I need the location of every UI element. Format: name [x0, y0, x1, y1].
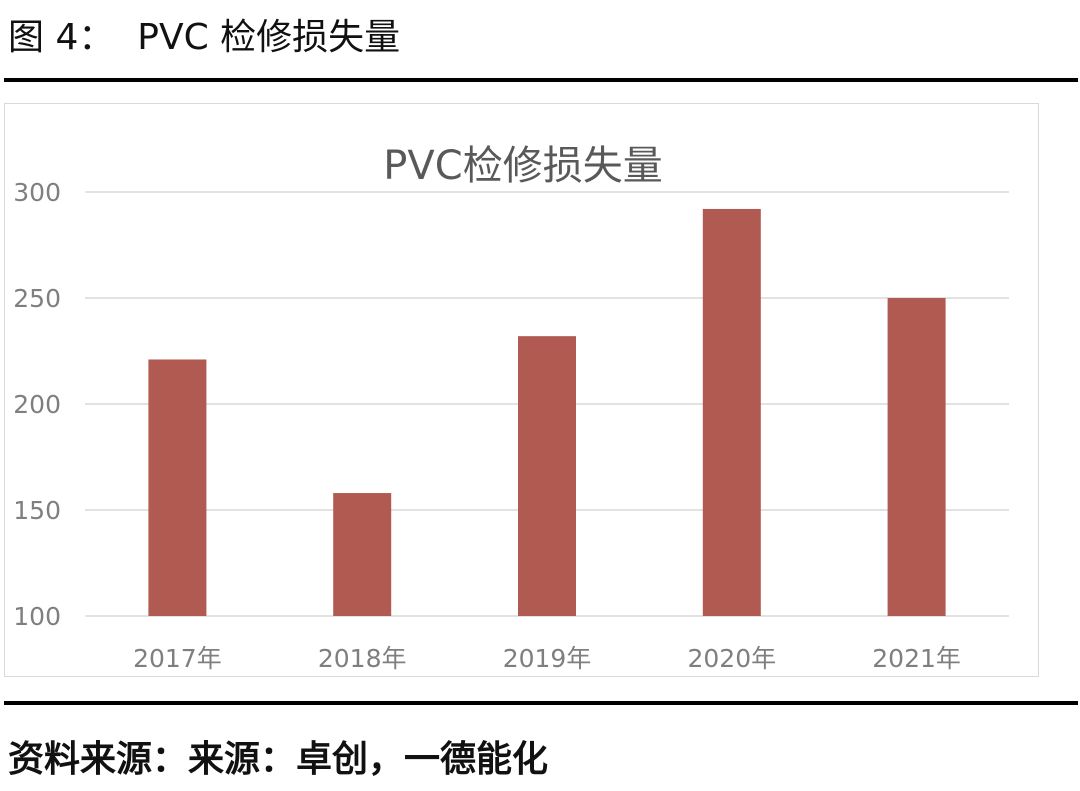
x-tick-label: 2020年 — [687, 644, 776, 673]
y-tick-label: 100 — [13, 602, 61, 631]
chart-frame: PVC检修损失量 100 150 200 250 300 2017年 2018年 2019年… — [4, 103, 1039, 677]
x-tick-label: 2017年 — [133, 644, 222, 673]
y-tick-label: 300 — [13, 178, 61, 207]
x-axis-ticks: 2017年 2018年 2019年 2020年 2021年 — [133, 644, 961, 673]
source-note: 资料来源：来源：卓创，一德能化 — [8, 739, 549, 780]
y-tick-label: 200 — [13, 390, 61, 419]
bar-chart: PVC检修损失量 100 150 200 250 300 2017年 2018年 2019年… — [13, 143, 1009, 673]
bar-3 — [518, 336, 576, 616]
bar-1 — [148, 359, 207, 616]
figure-caption: 图 4： PVC 检修损失量 — [8, 17, 401, 58]
bar-2 — [333, 493, 392, 616]
y-tick-label: 250 — [13, 284, 61, 313]
bar-5 — [887, 298, 946, 616]
x-tick-label: 2019年 — [503, 644, 592, 673]
bar-4 — [702, 208, 761, 616]
y-tick-label: 150 — [13, 496, 61, 525]
y-axis-ticks: 100 150 200 250 300 — [13, 178, 61, 631]
top-rule — [4, 78, 1078, 82]
bottom-rule — [4, 701, 1078, 705]
x-tick-label: 2018年 — [318, 644, 407, 673]
bar-layer — [148, 208, 946, 616]
chart-title: PVC检修损失量 — [383, 143, 662, 189]
x-tick-label: 2021年 — [872, 644, 961, 673]
